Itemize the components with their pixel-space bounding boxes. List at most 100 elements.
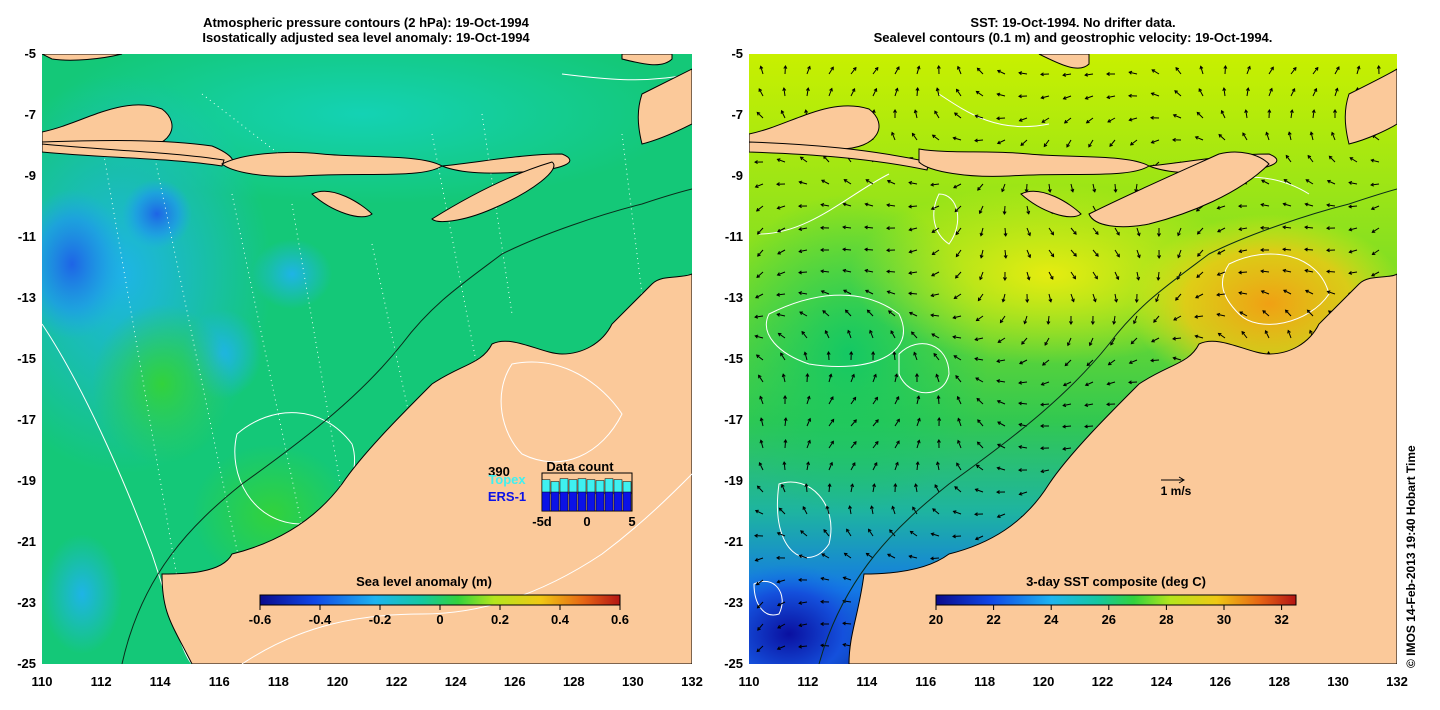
velocity-arrowhead — [916, 395, 921, 400]
velocity-arrow — [1371, 205, 1380, 210]
velocity-arrow — [916, 87, 919, 97]
velocity-arrowhead — [1084, 72, 1089, 77]
velocity-arrowhead — [820, 269, 825, 274]
velocity-arrowhead — [1018, 71, 1023, 76]
velocity-arrow — [872, 374, 877, 383]
velocity-arrowhead — [1062, 96, 1067, 100]
velocity-arrowhead — [953, 355, 958, 359]
velocity-arrow — [931, 293, 940, 297]
velocity-arrowhead — [1001, 298, 1006, 303]
velocity-arrowhead — [956, 462, 960, 467]
velocity-arrowhead — [783, 417, 788, 421]
velocity-arrow — [777, 158, 786, 163]
velocity-arrowhead — [1284, 309, 1289, 314]
velocity-arrowhead — [1018, 445, 1023, 449]
velocity-arrowhead — [1018, 94, 1022, 99]
velocity-arrow — [930, 557, 940, 560]
velocity-arrow — [956, 89, 962, 97]
velocity-arrowhead — [781, 373, 786, 378]
sst-bathymetry-contour — [818, 188, 1397, 664]
velocity-arrowhead — [1048, 298, 1053, 303]
velocity-arrow — [1334, 88, 1338, 97]
velocity-arrowhead — [915, 461, 920, 465]
velocity-arrow — [955, 249, 962, 257]
velocity-arrow — [1173, 315, 1182, 321]
velocity-arrow — [756, 112, 764, 119]
velocity-arrow — [1265, 330, 1270, 339]
longitude-tick-label: 128 — [1268, 674, 1291, 689]
velocity-arrow — [1200, 66, 1204, 75]
latitude-tick-label: -19 — [724, 473, 743, 488]
velocity-arrowhead — [1003, 233, 1008, 237]
velocity-arrowhead — [1282, 202, 1287, 207]
velocity-arrow — [1150, 359, 1160, 362]
longitude-tick-label: 114 — [856, 674, 878, 689]
latitude-tick-label: -25 — [724, 656, 743, 671]
velocity-arrow — [804, 352, 808, 361]
velocity-arrow — [799, 227, 808, 230]
velocity-arrow — [821, 553, 830, 559]
velocity-arrowhead — [1023, 320, 1028, 325]
velocity-arrow — [997, 421, 1006, 427]
colorbar-tick-label: 28 — [1159, 612, 1173, 627]
sla-low-1 — [252, 239, 332, 309]
velocity-arrow — [909, 312, 918, 317]
longitude-tick-label: 132 — [681, 674, 703, 689]
velocity-arrow — [1048, 271, 1054, 280]
velocity-arrowhead — [1172, 113, 1177, 118]
velocity-arrowhead — [916, 439, 921, 444]
velocity-arrowhead — [1291, 87, 1296, 92]
velocity-arrowhead — [997, 421, 1002, 425]
velocity-arrowhead — [932, 508, 936, 512]
velocity-arrow — [802, 506, 808, 515]
velocity-arrow — [1217, 227, 1226, 233]
sla-colorbar: Sea level anomaly (m) -0.6 -0.4 -0.2 0 0.2 0.… — [249, 574, 629, 627]
velocity-arrowhead — [1136, 232, 1141, 237]
velocity-arrowhead — [780, 352, 784, 357]
velocity-arrowhead — [934, 110, 938, 115]
velocity-arrow — [1198, 88, 1204, 97]
velocity-arrowhead — [930, 556, 934, 561]
velocity-arrowhead — [1260, 290, 1265, 294]
velocity-arrow — [1004, 249, 1007, 259]
velocity-arrowhead — [975, 90, 980, 95]
velocity-arrow — [953, 137, 962, 141]
velocity-arrow — [931, 227, 940, 233]
velocity-arrowhead — [930, 182, 934, 187]
velocity-arrowhead — [1047, 188, 1052, 193]
velocity-arrow — [997, 93, 1006, 97]
velocity-arrow — [820, 270, 830, 273]
velocity-arrowhead — [852, 396, 857, 401]
velocity-arrowhead — [843, 552, 848, 557]
velocity-arrow — [759, 462, 764, 471]
velocity-arrowhead — [1040, 424, 1044, 428]
velocity-arrowhead — [1348, 270, 1353, 275]
velocity-arrow — [1217, 271, 1226, 276]
longitude-tick-label: 118 — [267, 674, 289, 689]
velocity-arrowhead — [822, 310, 827, 314]
sea-level-anomaly-map: Sea level anomaly (m) -0.6 -0.4 -0.2 0 0.2 0.… — [42, 54, 692, 664]
latitude-tick-label: -7 — [24, 107, 36, 122]
velocity-arrow — [843, 576, 852, 581]
velocity-arrowhead — [893, 483, 898, 487]
velocity-arrowhead — [776, 555, 780, 560]
velocity-arrowhead — [1269, 87, 1273, 92]
velocity-arrow — [1372, 227, 1380, 233]
velocity-arrowhead — [1223, 65, 1228, 69]
velocity-arrowhead — [1002, 277, 1007, 281]
velocity-arrow — [1084, 425, 1094, 428]
velocity-arrow — [821, 179, 830, 185]
velocity-arrow — [777, 623, 786, 629]
velocity-arrow — [1327, 290, 1336, 295]
latitude-tick-label: -21 — [17, 534, 36, 549]
data-count-ers1-bar — [568, 491, 578, 512]
longitude-tick-label: 120 — [326, 674, 349, 689]
velocity-arrowhead — [777, 625, 782, 629]
velocity-arrowhead — [1370, 158, 1375, 163]
velocity-arrowhead — [1194, 136, 1199, 140]
velocity-arrow — [1151, 92, 1160, 97]
velocity-arrow — [893, 351, 896, 361]
velocity-arrowhead — [1287, 329, 1291, 334]
velocity-arrow — [1334, 66, 1340, 75]
velocity-arrowhead — [1218, 133, 1223, 138]
